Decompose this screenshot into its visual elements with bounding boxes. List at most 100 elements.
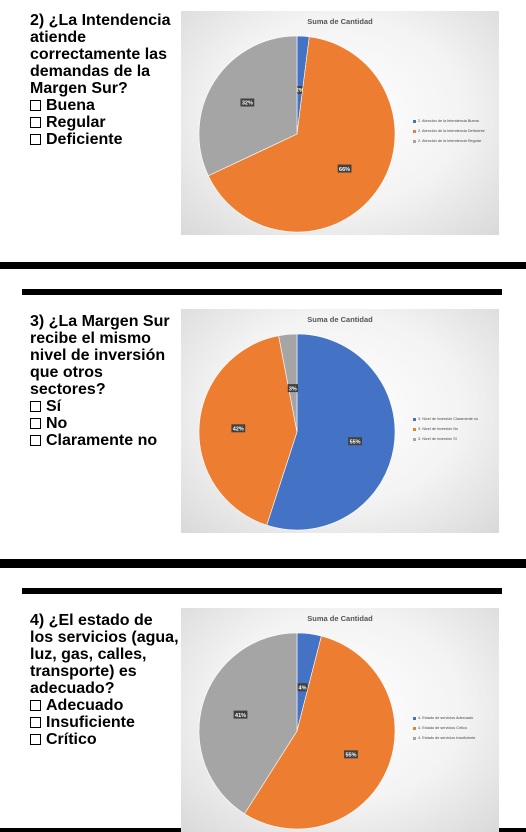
pie-slice: [198, 632, 298, 815]
pie-svg: 2% 66% 32%: [198, 35, 396, 233]
divider-bar: [22, 289, 502, 295]
checkbox-icon: [30, 700, 41, 711]
legend-swatch: [413, 716, 416, 720]
svg-text:32%: 32%: [242, 101, 253, 107]
chart-title: Suma de Cantidad: [307, 315, 373, 324]
legend-item: 2. Atención de la Intendencia Regular: [413, 136, 485, 146]
legend-swatch: [413, 417, 416, 421]
chart-title: Suma de Cantidad: [307, 614, 373, 623]
option-label: Adecuado: [46, 697, 124, 714]
legend-item: 4. Estado de servicios Crítico: [413, 723, 475, 733]
svg-text:3%: 3%: [289, 386, 297, 392]
question-block: 2) ¿La Intendencia atiende correctamente…: [30, 12, 180, 148]
option-label: Regular: [46, 114, 106, 131]
question-block: 3) ¿La Margen Sur recibe el mismo nivel …: [30, 313, 180, 449]
option-label: Deficiente: [46, 131, 123, 148]
checkbox-icon: [30, 401, 41, 412]
checkbox-icon: [30, 134, 41, 145]
option-checkbox: Regular: [30, 114, 180, 131]
svg-text:42%: 42%: [233, 427, 244, 433]
legend-label: 2. Atención de la Intendencia Deficiente: [418, 129, 485, 133]
survey-panel-3: 4) ¿El estado de los servicios (agua, lu…: [0, 566, 526, 832]
legend-swatch: [413, 726, 416, 730]
legend-label: 3. Nivel de inversión Si: [418, 437, 457, 441]
legend-swatch: [413, 119, 416, 123]
data-label: 4%: [297, 683, 308, 691]
option-label: Claramente no: [46, 432, 158, 449]
option-label: Insuficiente: [46, 714, 135, 731]
pie-chart-1: Suma de Cantidad 2% 66% 32% 2. Atención de…: [181, 11, 499, 235]
svg-text:4%: 4%: [299, 685, 307, 691]
checkbox-icon: [30, 717, 41, 728]
data-label: 42%: [231, 424, 246, 433]
checkbox-icon: [30, 418, 41, 429]
legend: 3. Nivel de inversión Claramente no 3. Ni…: [413, 414, 478, 444]
legend-label: 2. Atención de la Intendencia Buena: [418, 119, 479, 123]
legend-label: 3. Nivel de inversión Claramente no: [418, 417, 479, 421]
pie-slice: [266, 333, 396, 531]
data-label: 55%: [344, 750, 358, 759]
checkbox-icon: [30, 100, 41, 111]
legend-swatch: [413, 129, 416, 133]
option-label: No: [46, 415, 68, 432]
legend: 4. Estado de servicios Adecuado 4. Estado…: [413, 713, 475, 743]
option-checkbox: Claramente no: [30, 432, 180, 449]
checkbox-icon: [30, 734, 41, 745]
chart-title: Suma de Cantidad: [307, 17, 373, 26]
question-block: 4) ¿El estado de los servicios (agua, lu…: [30, 612, 180, 748]
data-label: 2%: [294, 85, 305, 94]
legend-item: 4. Estado de servicios Insuficiente: [413, 733, 475, 743]
legend-item: 4. Estado de servicios Adecuado: [413, 713, 475, 723]
data-label: 32%: [240, 98, 255, 107]
data-label: 41%: [233, 710, 248, 719]
svg-text:2%: 2%: [296, 88, 304, 94]
pie-chart-3: Suma de Cantidad 4% 55% 41% 4. Estado de s…: [181, 608, 499, 832]
question-text: 2) ¿La Intendencia atiende correctamente…: [30, 12, 171, 97]
legend-item: 3. Nivel de inversión No: [413, 424, 478, 434]
legend-label: 4. Estado de servicios Insuficiente: [418, 736, 476, 740]
svg-text:66%: 66%: [339, 167, 350, 173]
option-checkbox: Insuficiente: [30, 714, 180, 731]
legend-item: 2. Atención de la Intendencia Buena: [413, 116, 485, 126]
legend-label: 3. Nivel de inversión No: [418, 427, 459, 431]
option-checkbox: Buena: [30, 97, 180, 114]
svg-text:41%: 41%: [235, 713, 246, 719]
pie-slice: [198, 335, 298, 526]
pie-svg: 4% 55% 41%: [198, 632, 396, 830]
survey-panel-2: 3) ¿La Margen Sur recibe el mismo nivel …: [0, 267, 526, 559]
legend-swatch: [413, 427, 416, 431]
pie-svg: 55% 42% 3%: [198, 333, 396, 531]
question-text: 3) ¿La Margen Sur recibe el mismo nivel …: [30, 313, 170, 398]
pie-chart-2: Suma de Cantidad 55% 42% 3% 3. Nivel de in…: [181, 309, 499, 533]
svg-text:55%: 55%: [345, 753, 356, 759]
checkbox-icon: [30, 435, 41, 446]
legend: 2. Atención de la Intendencia Buena 2. At…: [413, 116, 485, 146]
pie-slice: [278, 333, 298, 433]
option-checkbox: Adecuado: [30, 697, 180, 714]
legend-swatch: [413, 736, 416, 740]
option-label: Crítico: [46, 731, 97, 748]
option-label: Sí: [46, 398, 62, 415]
checkbox-icon: [30, 117, 41, 128]
legend-swatch: [413, 437, 416, 441]
legend-label: 4. Estado de servicios Adecuado: [418, 716, 474, 720]
option-checkbox: Crítico: [30, 731, 180, 748]
data-label: 3%: [287, 384, 298, 392]
legend-item: 2. Atención de la Intendencia Deficiente: [413, 126, 485, 136]
option-label: Buena: [46, 97, 95, 114]
legend-swatch: [413, 139, 416, 143]
option-checkbox: Sí: [30, 398, 180, 415]
data-label: 55%: [348, 437, 362, 445]
question-text: 4) ¿El estado de los servicios (agua, lu…: [30, 612, 179, 697]
data-label: 66%: [337, 164, 352, 173]
legend-item: 3. Nivel de inversión Si: [413, 434, 478, 444]
legend-label: 2. Atención de la Intendencia Regular: [418, 139, 482, 143]
pie-slice: [207, 36, 396, 233]
survey-panel-1: 2) ¿La Intendencia atiende correctamente…: [0, 0, 526, 262]
svg-text:55%: 55%: [350, 439, 361, 445]
legend-label: 4. Estado de servicios Crítico: [418, 726, 468, 730]
legend-item: 3. Nivel de inversión Claramente no: [413, 414, 478, 424]
divider-bar: [22, 588, 502, 594]
option-checkbox: Deficiente: [30, 131, 180, 148]
option-checkbox: No: [30, 415, 180, 432]
